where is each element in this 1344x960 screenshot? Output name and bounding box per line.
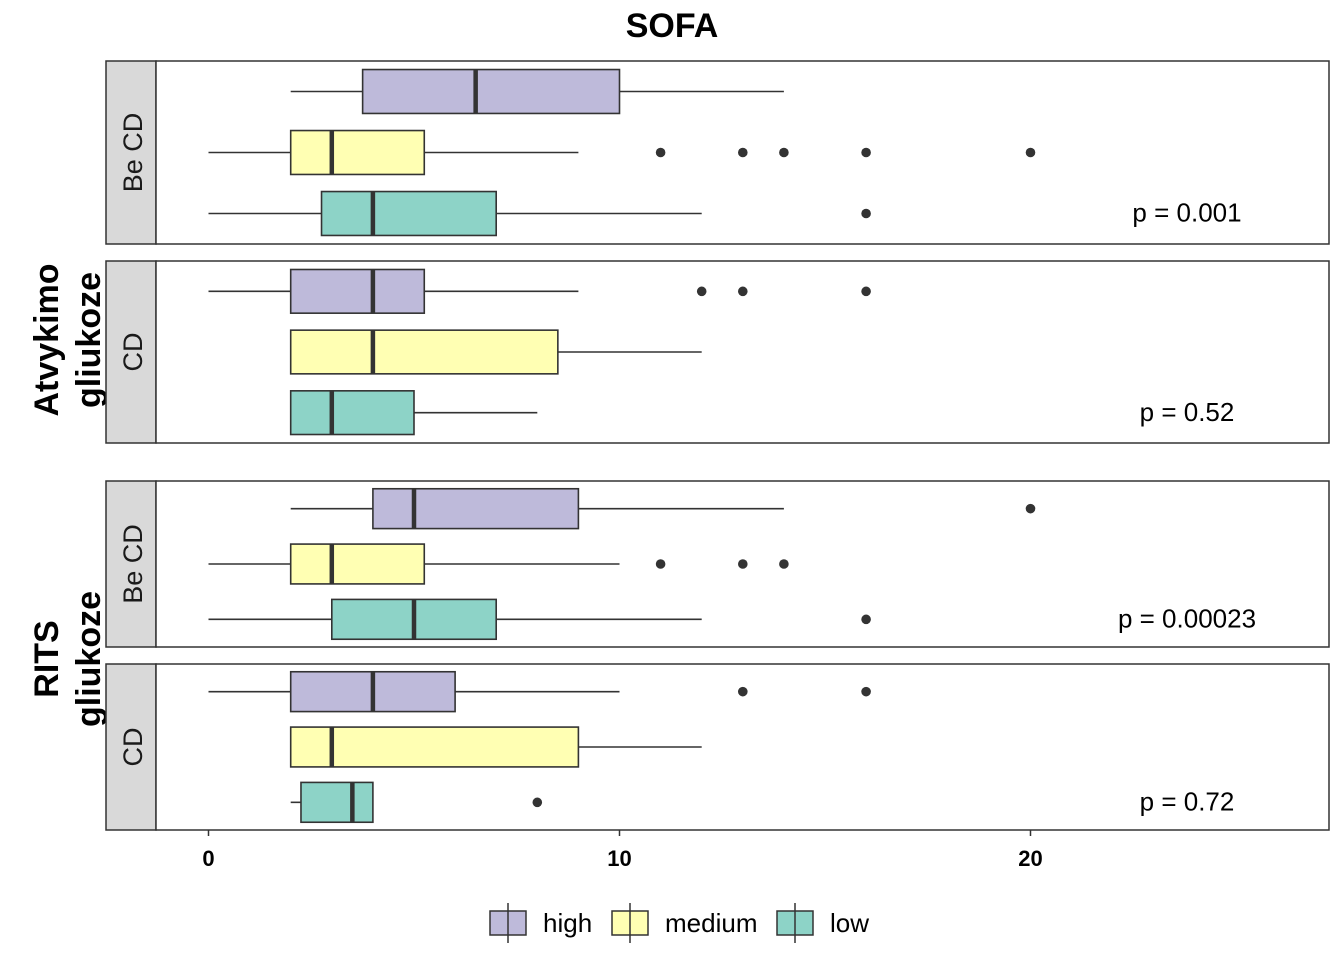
facet-strip xyxy=(105,663,157,831)
box-medium xyxy=(208,543,789,585)
box-iqr xyxy=(320,190,497,237)
outlier-point xyxy=(861,208,871,219)
p-value: p = 0.00023 xyxy=(1118,603,1256,633)
legend-item-medium: medium xyxy=(611,903,757,943)
x-tick-label: 0 xyxy=(202,846,214,871)
legend-label: medium xyxy=(665,908,757,938)
outlier-point xyxy=(738,147,748,158)
box-medium xyxy=(289,329,702,375)
legend-label: high xyxy=(543,908,592,938)
facet-strip-label: Be CD xyxy=(118,524,148,604)
box-iqr xyxy=(289,329,559,375)
x-tick-label: 20 xyxy=(1018,846,1042,871)
outlier-point xyxy=(779,147,789,158)
outlier-point xyxy=(1025,147,1036,158)
group-label: RITS gliukoze xyxy=(28,591,108,727)
outlier-point xyxy=(655,559,666,569)
facet-strip xyxy=(105,260,157,444)
outlier-point xyxy=(655,147,666,158)
outlier-point xyxy=(738,559,748,569)
box-low xyxy=(289,390,538,436)
legend-label: low xyxy=(830,908,869,938)
group-label-line: gliukoze xyxy=(70,272,108,408)
legend-item-low: low xyxy=(776,903,869,943)
group-label-line: gliukoze xyxy=(70,591,108,727)
outlier-point xyxy=(696,286,707,297)
box-low xyxy=(208,598,871,641)
facet-strip xyxy=(105,60,157,245)
box-iqr xyxy=(289,726,580,768)
group-label: Atvykimo gliukoze xyxy=(28,263,108,416)
box-iqr xyxy=(289,543,426,585)
outlier-point xyxy=(738,686,748,697)
box-iqr xyxy=(289,129,426,176)
chart-title: SOFA xyxy=(626,7,719,45)
panel: Be CD p = 0.00023 xyxy=(105,480,1330,648)
outlier-point xyxy=(532,797,543,808)
outlier-point xyxy=(861,286,871,297)
box-high xyxy=(290,68,784,115)
box-iqr xyxy=(372,487,580,530)
facet-strip-label: CD xyxy=(118,728,148,767)
box-iqr xyxy=(289,390,415,436)
legend: high medium low xyxy=(489,903,869,943)
box-high xyxy=(208,268,871,314)
box-high xyxy=(208,670,871,713)
facet-strip xyxy=(105,480,157,648)
box-iqr xyxy=(361,68,621,115)
x-tick-label: 10 xyxy=(607,846,631,871)
panel: CD p = 0.72 xyxy=(105,663,1330,831)
outlier-point xyxy=(779,559,789,569)
box-iqr xyxy=(289,268,426,314)
outlier-point xyxy=(861,614,871,625)
box-medium xyxy=(289,726,702,768)
panel: CD p = 0.52 xyxy=(105,260,1330,444)
box-medium xyxy=(208,129,1036,176)
outlier-point xyxy=(738,286,748,297)
box-low xyxy=(208,190,871,237)
outlier-point xyxy=(861,686,871,697)
p-value: p = 0.72 xyxy=(1140,786,1235,816)
p-value: p = 0.001 xyxy=(1132,198,1241,228)
facet-strip-label: CD xyxy=(118,333,148,372)
box-low xyxy=(290,781,543,824)
group-label-line: RITS xyxy=(28,620,66,697)
x-axis: 0 10 20 xyxy=(202,830,1043,871)
box-high xyxy=(290,487,1036,530)
facet-strip-label: Be CD xyxy=(118,113,148,193)
group-label-line: Atvykimo xyxy=(28,263,66,416)
p-value: p = 0.52 xyxy=(1140,397,1235,427)
outlier-point xyxy=(1025,503,1036,514)
outlier-point xyxy=(861,147,871,158)
legend-item-high: high xyxy=(489,903,592,943)
panel: Be CD p = 0.001 xyxy=(105,60,1330,245)
box-iqr xyxy=(300,781,374,824)
